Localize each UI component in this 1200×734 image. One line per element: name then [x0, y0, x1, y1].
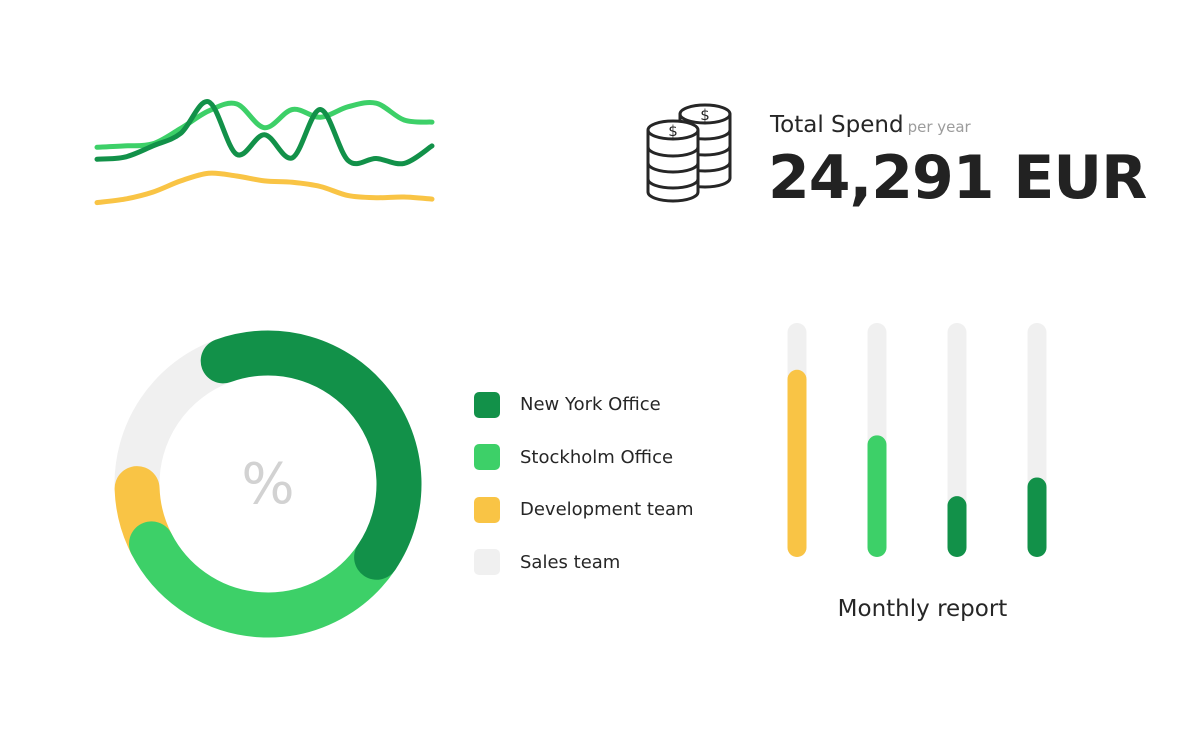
legend-item-stockholm-office: Stockholm Office [474, 443, 694, 472]
svg-text:$: $ [700, 106, 710, 124]
coin-stack-icon: $ $ [646, 103, 732, 203]
legend-item-sales-team: Sales team [474, 548, 694, 577]
legend-label: Sales team [520, 551, 621, 573]
legend-item-new-york-office: New York Office [474, 390, 694, 419]
line-series-3 [94, 170, 435, 206]
line-series-2 [94, 99, 435, 167]
total-spend-period: per year [907, 118, 971, 136]
donut-center-label: % [241, 452, 294, 517]
legend-label: Stockholm Office [520, 446, 674, 468]
donut-slice-stockholm-office [128, 521, 400, 638]
bar-2 [867, 435, 887, 557]
total-spend-value: 24,291 EUR [768, 143, 1147, 213]
total-spend-label: Total Spend per year [770, 112, 971, 138]
legend-item-development-team: Development team [474, 495, 694, 524]
legend-swatch [474, 496, 500, 523]
donut-slice-new-york-office [200, 330, 422, 580]
legend-label: New York Office [520, 394, 661, 415]
legend-label: Development team [520, 499, 694, 520]
legend-swatch [474, 444, 500, 470]
bar-chart-title: Monthly report [837, 596, 1008, 622]
bar-1 [787, 369, 807, 557]
total-spend-title: Total Spend [770, 112, 904, 138]
donut-legend: New York Office Stockholm Office Developme… [474, 390, 694, 600]
legend-swatch [474, 549, 500, 575]
bar-3 [947, 496, 967, 557]
bar-4 [1027, 477, 1047, 557]
svg-text:$: $ [668, 122, 678, 140]
legend-swatch [474, 391, 500, 418]
